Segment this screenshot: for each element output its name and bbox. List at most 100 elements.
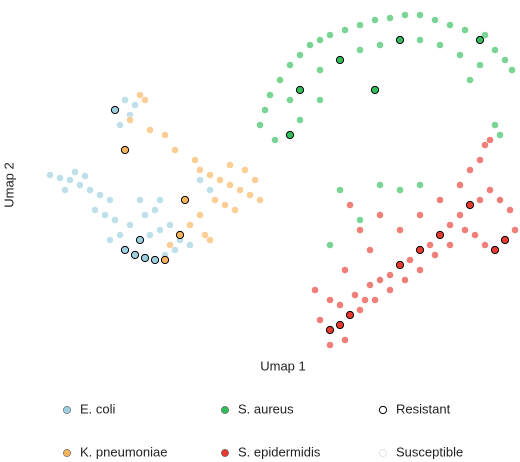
point: [356, 226, 364, 234]
point: [226, 161, 234, 169]
point: [141, 211, 149, 219]
point: [456, 181, 464, 189]
point: [126, 221, 134, 229]
point: [61, 186, 69, 194]
point: [161, 131, 169, 139]
point: [146, 126, 154, 134]
point: [416, 211, 424, 219]
resistant-point: [475, 35, 485, 45]
resistant-point: [160, 255, 170, 265]
point: [56, 174, 64, 182]
point: [466, 76, 474, 84]
legend-marker: [378, 448, 388, 458]
point: [311, 286, 319, 294]
resistant-point: [120, 145, 130, 155]
point: [191, 156, 199, 164]
legend-marker: [221, 406, 229, 414]
point: [406, 256, 414, 264]
point: [376, 181, 384, 189]
point: [511, 226, 519, 234]
point: [266, 91, 274, 99]
point: [171, 246, 179, 254]
point: [236, 186, 244, 194]
point: [486, 186, 494, 194]
point: [96, 191, 104, 199]
point: [86, 186, 94, 194]
point: [296, 51, 304, 59]
point: [426, 241, 434, 249]
point: [496, 196, 504, 204]
point: [136, 196, 144, 204]
point: [401, 11, 409, 19]
point: [71, 168, 79, 176]
legend-label: Resistant: [396, 401, 451, 416]
point: [476, 61, 484, 69]
point: [446, 21, 454, 29]
legend-label: K. pneumoniae: [80, 444, 167, 459]
point: [106, 196, 114, 204]
point: [396, 226, 404, 234]
point: [186, 221, 194, 229]
point: [156, 226, 164, 234]
resistant-point: [140, 253, 150, 263]
point: [386, 286, 394, 294]
resistant-point: [325, 325, 335, 335]
point: [326, 296, 334, 304]
point: [361, 296, 369, 304]
point: [271, 136, 279, 144]
point: [456, 51, 464, 59]
point: [91, 206, 99, 214]
point: [231, 206, 239, 214]
resistant-point: [130, 250, 140, 260]
point: [476, 156, 484, 164]
point: [416, 181, 424, 189]
point: [356, 216, 364, 224]
point: [106, 236, 114, 244]
point: [276, 76, 284, 84]
point: [316, 36, 324, 44]
point: [341, 26, 349, 34]
point: [251, 176, 259, 184]
resistant-point: [335, 55, 345, 65]
x-axis-label: Umap 1: [260, 358, 306, 373]
point: [481, 241, 489, 249]
resistant-point: [135, 235, 145, 245]
point: [211, 196, 219, 204]
point: [336, 186, 344, 194]
point: [356, 306, 364, 314]
point: [356, 21, 364, 29]
point: [341, 336, 349, 344]
legend-label: Susceptible: [396, 444, 463, 459]
point: [196, 166, 204, 174]
point: [316, 316, 324, 324]
point: [226, 181, 234, 189]
point: [196, 176, 204, 184]
point: [246, 191, 254, 199]
point: [466, 166, 474, 174]
resistant-point: [345, 310, 355, 320]
point: [386, 271, 394, 279]
legend-marker: [63, 449, 71, 457]
point: [326, 31, 334, 39]
legend-marker: [221, 449, 229, 457]
point: [131, 101, 139, 109]
point: [206, 171, 214, 179]
point: [316, 96, 324, 104]
resistant-point: [395, 260, 405, 270]
point: [296, 116, 304, 124]
resistant-point: [335, 320, 345, 330]
point: [126, 116, 134, 124]
point: [486, 136, 494, 144]
point: [256, 121, 264, 129]
point: [416, 266, 424, 274]
resistant-point: [490, 245, 500, 255]
point: [336, 301, 344, 309]
point: [306, 41, 314, 49]
point: [416, 11, 424, 19]
legend-label: S. epidermidis: [238, 444, 321, 459]
point: [186, 241, 194, 249]
resistant-point: [175, 230, 185, 240]
point: [501, 56, 509, 64]
point: [151, 206, 159, 214]
point: [121, 96, 129, 104]
